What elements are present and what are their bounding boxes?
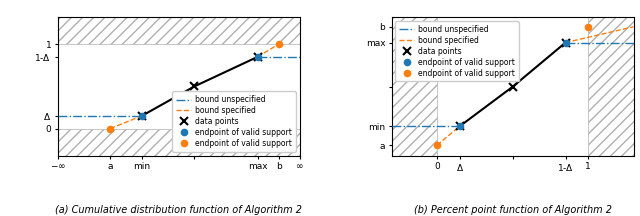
Bar <box>588 17 634 156</box>
Text: (a) Cumulative distribution function of Algorithm 2: (a) Cumulative distribution function of … <box>55 205 302 215</box>
Bar <box>58 17 300 44</box>
Legend: bound unspecified, bound specified, data points, endpoint of valid support, endp: bound unspecified, bound specified, data… <box>172 91 296 152</box>
Text: (b) Percent point function of Algorithm 2: (b) Percent point function of Algorithm … <box>413 205 612 215</box>
Bar <box>392 17 437 156</box>
Bar <box>58 129 300 156</box>
Bar <box>58 17 300 44</box>
Bar <box>58 129 300 156</box>
Legend: bound unspecified, bound specified, data points, endpoint of valid support, endp: bound unspecified, bound specified, data… <box>396 21 519 81</box>
